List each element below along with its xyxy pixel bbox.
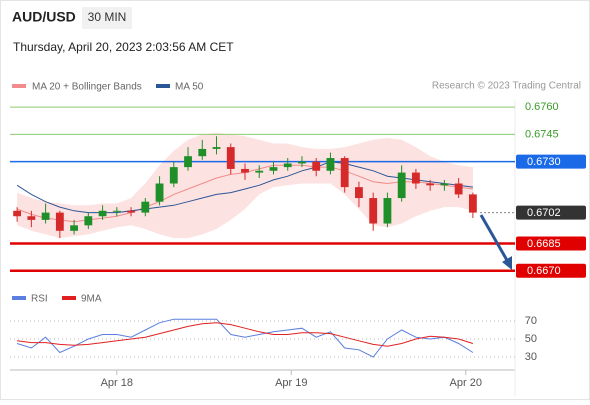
candle-body (355, 187, 363, 199)
legend-label: MA 20 + Bollinger Bands (32, 82, 142, 93)
candle-body (369, 198, 378, 224)
timestamp: Thursday, April 20, 2023 2:03:56 AM CET (13, 40, 234, 54)
level-label: 0.6745 (525, 128, 559, 140)
candle-body (383, 198, 392, 224)
level-label: 0.6730 (527, 156, 561, 168)
interval: 30 MIN (88, 10, 127, 24)
candle-body (112, 210, 121, 212)
x-tick-label: Apr 18 (101, 377, 133, 389)
candle-body (84, 216, 93, 226)
level-label-box (516, 205, 586, 220)
ma50-line (16, 161, 473, 214)
candle-body (127, 210, 135, 213)
source: Research © 2023 Trading Central (432, 81, 581, 92)
candle-body (454, 183, 463, 195)
candle-body (212, 147, 221, 149)
candle-body (141, 201, 150, 213)
candle-body (55, 212, 64, 231)
candle-body (283, 163, 292, 168)
x-tick-label: Apr 20 (450, 377, 482, 389)
legend-swatch (156, 84, 170, 88)
candle-body (155, 183, 164, 202)
level-label: 0.6685 (527, 238, 561, 250)
level-label: 0.6702 (527, 207, 561, 219)
forecast-arrow (479, 214, 510, 263)
candle-body (169, 167, 178, 184)
indicator-line (16, 318, 474, 358)
candle-body (70, 225, 79, 231)
level-label-box (516, 154, 586, 169)
x-tick-label: Apr 19 (275, 377, 307, 389)
candle-body (440, 183, 449, 186)
legend-label: MA 50 (175, 82, 204, 93)
candle-body (226, 147, 235, 169)
candle-body (41, 212, 50, 220)
legend-swatch (12, 84, 26, 88)
candle-body (27, 216, 36, 220)
y-tick-label: 30 (525, 351, 537, 363)
indicator-line (17, 322, 474, 347)
candle-body (13, 210, 22, 217)
candle-body (397, 172, 406, 199)
candle-body (98, 210, 107, 217)
level-label: 0.6670 (527, 265, 561, 277)
candle-body (255, 170, 264, 173)
y-tick-label: 50 (525, 333, 537, 345)
legend-label: 9MA (81, 294, 102, 305)
candle-body (184, 156, 192, 168)
symbol: AUD/USD (12, 9, 76, 25)
candle-body (411, 172, 420, 184)
forecast-arrowhead (502, 256, 512, 270)
candle-body (241, 168, 249, 173)
candle-body (468, 194, 477, 213)
candle-body (269, 167, 278, 171)
candle-body (340, 158, 349, 188)
candle-body (298, 161, 306, 164)
interval-badge (82, 7, 132, 29)
candle-body (312, 161, 321, 171)
level-label: 0.6760 (525, 101, 559, 113)
candle-body (326, 158, 335, 171)
candle-body (426, 183, 435, 186)
legend-label: RSI (31, 294, 48, 305)
level-label-box (516, 263, 586, 278)
candle-body (198, 148, 207, 157)
legend-swatch (62, 296, 76, 300)
level-label-box (516, 236, 586, 251)
y-tick-label: 70 (525, 315, 537, 327)
legend-swatch (12, 296, 26, 300)
